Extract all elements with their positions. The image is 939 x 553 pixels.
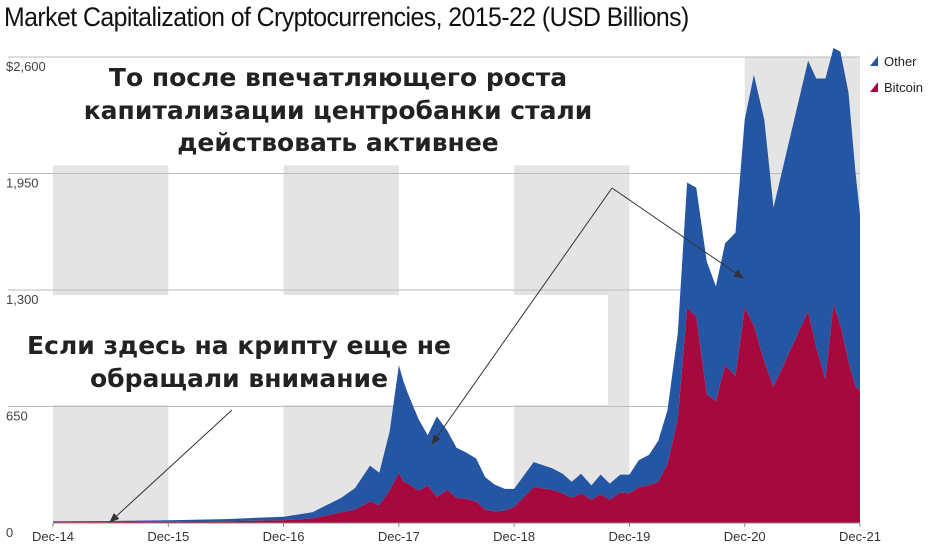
legend-label: Bitcoin: [884, 80, 923, 95]
x-tick-label: Dec-20: [724, 529, 766, 544]
annotation-top-line: То после впечатляющего роста: [108, 63, 568, 92]
x-tick-label: Dec-21: [839, 529, 881, 544]
y-axis-ticks: 0 650 1,300 1,950 $2,600: [6, 59, 46, 540]
area-series: [53, 48, 860, 524]
annotation-arrow: [109, 409, 233, 523]
annotation-arrow: [611, 187, 744, 279]
y-tick-label: 1,300: [6, 292, 39, 307]
series-bitcoin-area: [53, 304, 860, 523]
annotation-arrow: [431, 187, 613, 445]
annotation-backdrop: [48, 295, 608, 405]
annotation-top-line: капитализации центробанки стали: [83, 95, 593, 125]
series-other-area: [53, 48, 860, 523]
legend-marker: [870, 56, 878, 66]
x-tick-label: Dec-18: [493, 529, 535, 544]
x-tick-label: Dec-19: [608, 529, 650, 544]
x-tick-label: Dec-15: [147, 529, 189, 544]
y-tick-label: 650: [6, 409, 28, 424]
annotation-bottom-line: Если здесь на крипту еще не: [27, 331, 451, 360]
x-tick-label: Dec-17: [378, 529, 420, 544]
chart-title: Market Capitalization of Cryptocurrencie…: [4, 2, 689, 32]
legend-label: Other: [884, 54, 917, 69]
legend: Other Bitcoin: [870, 54, 923, 95]
y-tick-label: 0: [6, 525, 13, 540]
y-tick-label: 1,950: [6, 176, 39, 191]
annotation-bottom: Если здесь на крипту еще не обращали вни…: [0, 330, 478, 395]
annotation-bottom-line: обращали внимание: [89, 363, 389, 393]
legend-marker: [870, 82, 878, 92]
annotation-top: То после впечатляющего роста капитализац…: [60, 62, 616, 160]
x-tick-label: Dec-16: [263, 529, 305, 544]
annotation-top-line: действовать активнее: [177, 128, 499, 157]
x-axis-ticks: Dec-14 Dec-15 Dec-16 Dec-17 Dec-18 Dec-19 Dec-…: [32, 523, 881, 544]
x-tick-label: Dec-14: [32, 529, 74, 544]
y-tick-label: $2,600: [6, 59, 46, 74]
annotation-arrows: [109, 187, 744, 523]
